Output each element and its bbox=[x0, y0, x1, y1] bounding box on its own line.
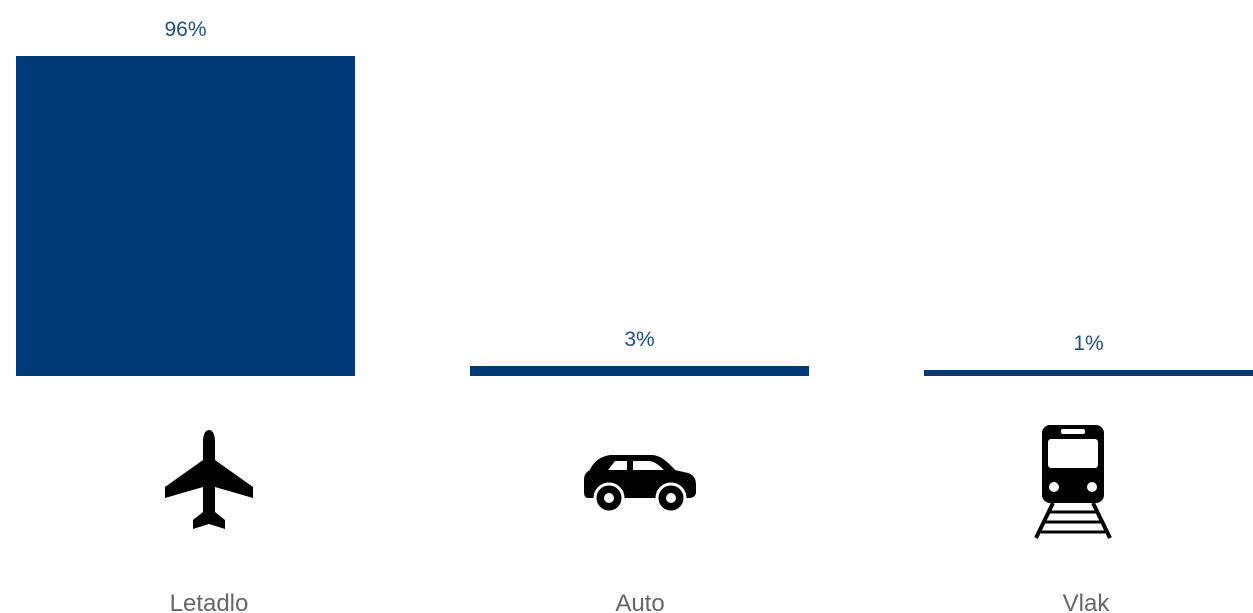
airplane-icon bbox=[165, 430, 253, 529]
category-label-auto: Auto bbox=[615, 590, 664, 613]
train-icon bbox=[1034, 425, 1112, 539]
category-label-vlak: Vlak bbox=[1063, 590, 1111, 613]
value-label-auto: 3% bbox=[624, 328, 654, 351]
bar-auto bbox=[470, 366, 809, 376]
bars bbox=[16, 56, 1253, 376]
car-icon bbox=[584, 455, 696, 514]
value-label-vlak: 1% bbox=[1073, 332, 1103, 355]
value-labels: 96% 3% 1% bbox=[164, 18, 1103, 355]
value-label-letadlo: 96% bbox=[164, 18, 206, 41]
bar-vlak bbox=[924, 370, 1253, 376]
category-label-letadlo: Letadlo bbox=[170, 590, 249, 613]
bar-letadlo bbox=[16, 56, 355, 376]
